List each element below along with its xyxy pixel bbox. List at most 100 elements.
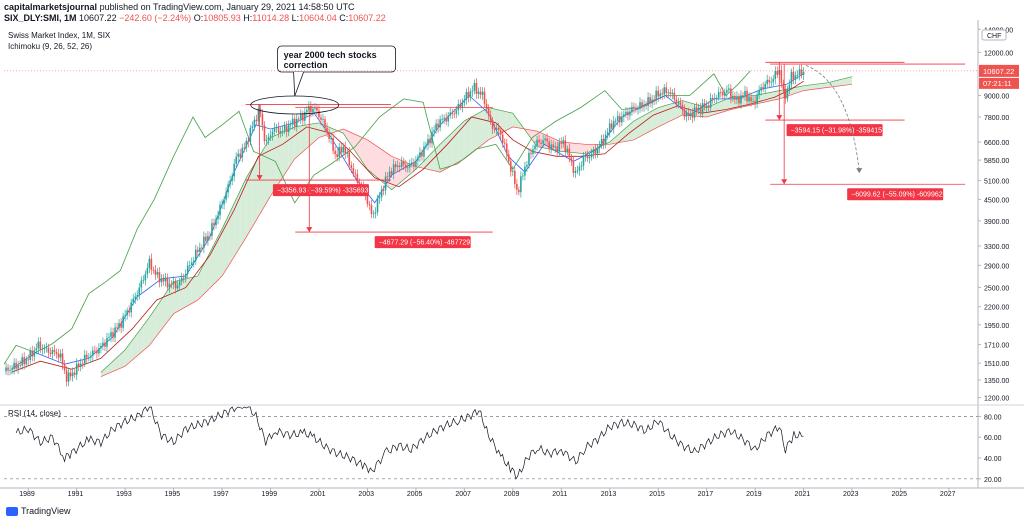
- candle-body: [94, 350, 96, 352]
- candle-body: [356, 174, 359, 183]
- legend-instrument[interactable]: Swiss Market Index, 1M, SIX: [8, 31, 111, 40]
- candle-body: [382, 190, 385, 191]
- candle-body: [51, 349, 54, 355]
- candle-body: [697, 107, 700, 111]
- tradingview-logo-icon[interactable]: [6, 506, 18, 516]
- cloud-segment: [815, 83, 822, 89]
- candle-body: [277, 127, 280, 134]
- candle-body: [112, 332, 114, 338]
- candle-body: [637, 108, 639, 110]
- candle-body: [388, 171, 391, 177]
- candle-body: [705, 105, 708, 107]
- last-price: 10607.22: [79, 13, 117, 23]
- candle-body: [709, 98, 712, 108]
- candle-body: [447, 115, 449, 122]
- candle-body: [415, 160, 417, 167]
- cloud-segment: [149, 308, 156, 346]
- candle-body: [503, 142, 506, 144]
- candle-body: [568, 148, 571, 158]
- measure-label-box: [847, 188, 944, 201]
- candle-body: [271, 131, 274, 136]
- measure-arrow: [256, 175, 263, 181]
- cloud-segment: [234, 190, 241, 257]
- candle-body: [754, 100, 756, 104]
- time-tick-label: 2007: [455, 491, 471, 498]
- candle-body: [211, 223, 213, 236]
- cloud-segment: [615, 131, 622, 144]
- candle-body: [59, 353, 62, 358]
- candle-body: [744, 90, 746, 96]
- cloud-segment: [343, 128, 350, 143]
- price-tick-label: 3900.00: [984, 219, 1009, 226]
- candle-body: [766, 79, 769, 84]
- candle-body: [106, 337, 108, 347]
- candle-body: [776, 71, 779, 75]
- cloud-segment: [530, 130, 538, 147]
- time-tick-label: 2009: [504, 491, 520, 498]
- candle-body: [152, 269, 155, 271]
- candle-body: [370, 205, 373, 214]
- candle-body: [572, 161, 575, 173]
- cloud-segment: [100, 366, 107, 377]
- candle-body: [237, 153, 240, 157]
- callout-ellipse: [250, 95, 340, 115]
- cloud-segment: [185, 277, 192, 307]
- cloud-segment: [591, 144, 598, 151]
- rsi-legend[interactable]: RSI (14, close): [8, 409, 61, 418]
- candle-body: [467, 91, 470, 98]
- candle-body: [435, 123, 437, 130]
- candle-body: [368, 204, 371, 206]
- candle-body: [784, 89, 787, 99]
- candle-body: [673, 92, 676, 100]
- candle-body: [453, 113, 456, 115]
- candle-body: [782, 83, 785, 90]
- price-tick-label: 1710.00: [984, 343, 1009, 350]
- candle-body: [451, 112, 454, 114]
- candle-body: [582, 156, 585, 166]
- candle-body: [342, 146, 345, 153]
- candle-body: [554, 146, 557, 148]
- candle-body: [63, 364, 66, 371]
- candle-body: [340, 146, 342, 153]
- symbol[interactable]: SIX_DLY:SMI, 1M: [4, 13, 77, 23]
- candle-body: [197, 249, 199, 252]
- cloud-segment: [288, 126, 295, 169]
- cloud-segment: [640, 114, 647, 137]
- candle-body: [253, 119, 256, 127]
- candle-body: [471, 90, 474, 92]
- candle-body: [233, 163, 235, 177]
- cloud-segment: [173, 280, 180, 314]
- cloud-segment: [506, 111, 513, 131]
- legend: Swiss Market Index, 1M, SIX Ichimoku (9,…: [8, 30, 110, 52]
- candle-body: [9, 370, 11, 372]
- candle-body: [629, 111, 631, 116]
- time-tick-label: 2023: [843, 491, 859, 498]
- candle-body: [205, 236, 207, 241]
- candle-body: [142, 280, 145, 282]
- candle-body: [679, 102, 682, 105]
- price-tick-label: 5850.00: [984, 158, 1009, 165]
- candle-body: [334, 150, 336, 155]
- measure-label: −3594.15 (−31.98%) -359415: [791, 128, 883, 135]
- candle-body: [229, 180, 231, 185]
- candle-body: [166, 277, 169, 288]
- candle-body: [588, 157, 591, 159]
- cloud-segment: [543, 133, 550, 150]
- cloud-segment: [155, 299, 162, 338]
- candle-body: [552, 144, 554, 148]
- author[interactable]: capitalmarketsjournal: [4, 2, 98, 12]
- legend-indicator[interactable]: Ichimoku (9, 26, 52, 26): [8, 42, 93, 51]
- candle-body: [350, 165, 353, 169]
- candle-body: [598, 145, 601, 149]
- cloud-segment: [664, 104, 671, 124]
- candle-body: [756, 94, 758, 104]
- brand[interactable]: TradingView: [21, 506, 71, 516]
- candle-body: [681, 104, 684, 110]
- time-tick-label: 2017: [698, 491, 714, 498]
- candle-body: [570, 157, 573, 162]
- published-info: published on TradingView.com, January 29…: [99, 2, 355, 12]
- candle-body: [251, 126, 254, 128]
- candle-body: [645, 104, 647, 106]
- candle-body: [98, 348, 100, 354]
